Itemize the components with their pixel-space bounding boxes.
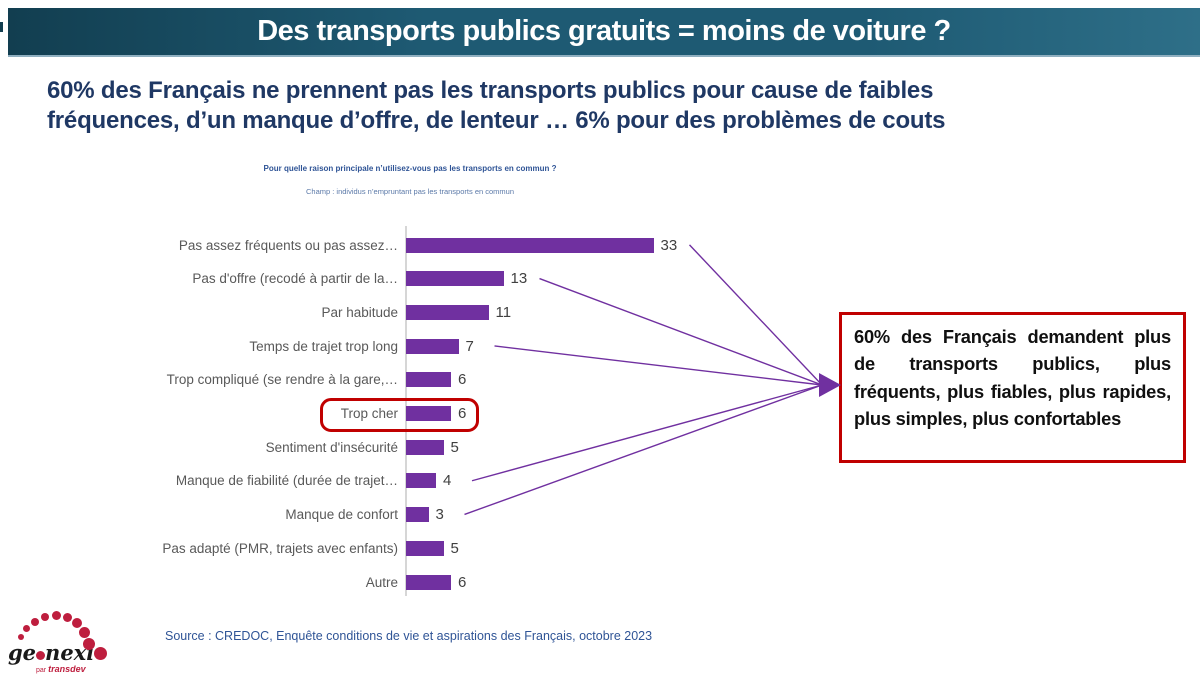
- value-label: 11: [495, 303, 512, 321]
- logo-tagline-par: par: [36, 667, 47, 674]
- category-label: Trop cher: [340, 406, 398, 421]
- bar-row: Pas adapté (PMR, trajets avec enfants) 5: [148, 531, 459, 565]
- category-label: Pas adapté (PMR, trajets avec enfants): [162, 540, 398, 556]
- header-band: Des transports publics gratuits = moins …: [8, 8, 1200, 57]
- category-label: Pas d'offre (recodé à partir de la…: [192, 271, 398, 287]
- trop-cher-highlight-ring: [320, 398, 479, 432]
- value-label: 5: [450, 539, 459, 557]
- logo-tagline: par transdev: [36, 664, 86, 674]
- bar: [406, 540, 444, 556]
- bar: [406, 372, 451, 388]
- logo-tagline-transdev: transdev: [48, 664, 86, 674]
- bar-row: Par habitude 11: [148, 295, 511, 329]
- category-label: Pas assez fréquents ou pas assez…: [178, 237, 398, 253]
- category-label: Temps de trajet trop long: [249, 338, 398, 354]
- chart-title: Pour quelle raison principale n’utilisez…: [263, 164, 557, 173]
- callout-box: 60% des Français demandent plus de trans…: [839, 312, 1186, 463]
- headline-line-1: 60% des Français ne prennent pas les tra…: [47, 77, 934, 104]
- logo-wordmark: ge nexi: [8, 640, 108, 665]
- bar-row: Temps de trajet trop long 7: [148, 329, 474, 363]
- value-label: 6: [458, 371, 467, 389]
- bar: [406, 338, 459, 354]
- logo-arc-dot: [63, 613, 72, 622]
- logo-arc-dot: [79, 627, 90, 638]
- geonexio-logo: ge nexi par transdev: [6, 608, 136, 674]
- value-label: 4: [443, 472, 452, 490]
- page-title: Des transports publics gratuits = moins …: [257, 15, 951, 47]
- logo-o-dot-small: [36, 651, 46, 660]
- value-label: 6: [458, 573, 467, 591]
- bar-row: Trop compliqué (se rendre à la gare,… 6: [148, 363, 467, 397]
- logo-text-ge: ge: [8, 640, 37, 665]
- logo-arc-dot: [31, 618, 39, 626]
- bar: [406, 473, 436, 489]
- category-label: Manque de confort: [285, 507, 398, 523]
- category-label: Trop compliqué (se rendre à la gare,…: [166, 372, 398, 388]
- bar-row: Sentiment d'insécurité 5: [148, 430, 459, 464]
- bar-row: Manque de fiabilité (durée de trajet… 4: [148, 464, 451, 498]
- bar: [406, 304, 489, 320]
- value-label: 33: [660, 236, 678, 254]
- category-label: Autre: [365, 574, 398, 590]
- logo-arc-dot: [83, 638, 95, 650]
- logo-arc-dot: [41, 613, 49, 621]
- bar-chart: Pas assez fréquents ou pas assez… 33 Pas d…: [148, 228, 848, 606]
- value-label: 6: [458, 405, 467, 422]
- value-label: 3: [435, 506, 444, 524]
- bar: [406, 507, 429, 523]
- callout-text: 60% des Français demandent plus de trans…: [854, 326, 1171, 430]
- bar-row: Autre 6: [148, 565, 467, 599]
- bar: [406, 574, 451, 590]
- bar: [406, 271, 504, 287]
- bar: [406, 439, 444, 455]
- category-label: Sentiment d'insécurité: [265, 439, 398, 455]
- logo-arc-dot: [52, 611, 61, 620]
- bar-row: Manque de confort 3: [148, 498, 444, 532]
- bar-row: Pas d'offre (recodé à partir de la… 13: [148, 262, 527, 296]
- bar-row: Pas assez fréquents ou pas assez… 33: [148, 228, 677, 262]
- value-label: 7: [465, 337, 474, 355]
- bar-row: Trop cher 6: [148, 397, 467, 431]
- bar: [406, 406, 451, 421]
- logo-o-dot-large: [94, 647, 108, 660]
- category-label: Manque de fiabilité (durée de trajet…: [175, 473, 398, 489]
- value-label: 13: [510, 270, 528, 288]
- chart-subtitle: Champ : individus n’empruntant pas les t…: [305, 187, 515, 196]
- headline-line-2: fréquences, d’un manque d’offre, de lent…: [47, 107, 946, 134]
- logo-arc-dot: [72, 618, 82, 628]
- category-label: Par habitude: [321, 304, 398, 320]
- headline: 60% des Français ne prennent pas les tra…: [47, 76, 1127, 136]
- bar: [406, 237, 654, 253]
- value-label: 5: [450, 438, 459, 456]
- logo-arc-dot: [23, 625, 30, 632]
- logo-arc-dot: [18, 634, 24, 640]
- source-caption: Source : CREDOC, Enquête conditions de v…: [165, 629, 653, 643]
- header-left-tick: [0, 22, 3, 32]
